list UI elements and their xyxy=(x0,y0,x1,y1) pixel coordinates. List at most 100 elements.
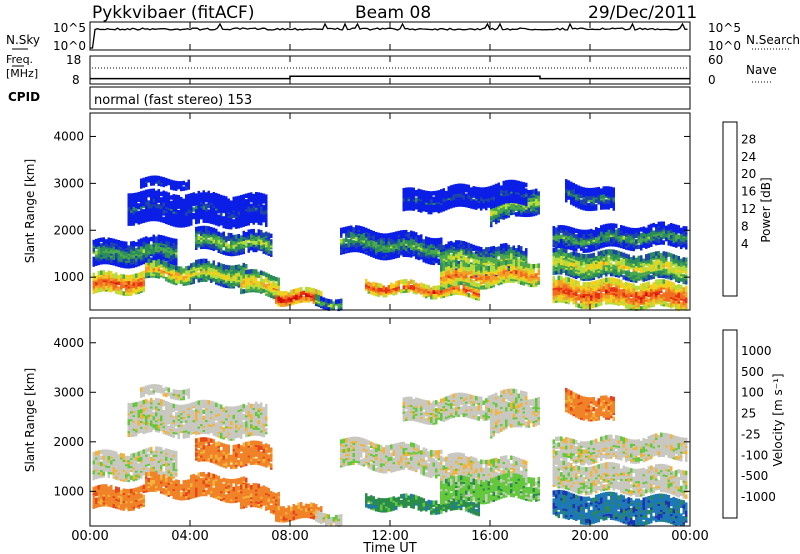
power-cell xyxy=(420,282,423,288)
power-cell xyxy=(92,239,95,245)
power-cell xyxy=(467,184,470,190)
power-cell xyxy=(505,208,508,213)
power-cell xyxy=(205,192,208,197)
power-cell xyxy=(345,243,348,248)
power-cell xyxy=(175,271,178,276)
power-cell xyxy=(297,287,300,293)
power-cell xyxy=(227,244,230,249)
power-cell xyxy=(185,207,188,213)
power-cell xyxy=(480,187,483,192)
power-cell xyxy=(380,291,383,296)
power-cell xyxy=(400,241,403,247)
power-cell xyxy=(372,281,375,287)
power-cell xyxy=(560,296,563,301)
power-cell xyxy=(537,269,540,274)
power-cell xyxy=(470,249,473,254)
power-cell xyxy=(142,276,145,281)
power-cell xyxy=(432,196,435,202)
power-cell xyxy=(240,195,243,200)
power-cell xyxy=(455,288,458,294)
power-cell xyxy=(210,263,213,268)
power-cell xyxy=(252,234,255,239)
power-cell xyxy=(235,211,238,216)
power-cell xyxy=(430,260,433,265)
power-cell xyxy=(250,286,253,291)
power-cell xyxy=(150,258,153,263)
power-cell xyxy=(172,238,175,243)
power-cell xyxy=(442,197,445,203)
power-cell xyxy=(400,247,403,252)
power-cell xyxy=(427,191,430,196)
power-cell xyxy=(507,187,510,192)
power-cell xyxy=(270,233,273,239)
power-cell xyxy=(120,273,123,279)
power-cell xyxy=(127,210,130,215)
power-cell xyxy=(557,290,560,296)
power-cell xyxy=(202,242,205,248)
noise-left-label: N.Sky xyxy=(6,33,40,47)
power-cell xyxy=(372,240,375,245)
power-cell xyxy=(495,206,498,212)
power-cell xyxy=(357,242,360,247)
power-cell xyxy=(262,279,265,284)
power-cell xyxy=(662,292,665,297)
power-cell xyxy=(202,258,205,264)
power-cell xyxy=(277,290,280,296)
power-cell xyxy=(457,267,460,272)
power-cell xyxy=(252,228,255,234)
power-cell xyxy=(150,196,153,201)
power-cell xyxy=(652,281,655,287)
power-cell xyxy=(432,238,435,243)
power-cell xyxy=(475,245,478,251)
power-cell xyxy=(485,247,488,252)
power-cell xyxy=(495,183,498,189)
power-cell xyxy=(157,234,160,240)
power-cell xyxy=(257,192,260,197)
power-cell xyxy=(192,271,195,277)
power-cell xyxy=(155,247,158,253)
power-cell xyxy=(265,241,268,246)
power-cell xyxy=(100,270,103,275)
power-cell xyxy=(435,196,438,201)
power-cell xyxy=(280,296,283,302)
power-cell xyxy=(132,215,135,221)
power-cell xyxy=(375,282,378,287)
power-cell xyxy=(465,277,468,283)
power-cell xyxy=(445,244,448,249)
power-cell xyxy=(337,299,340,304)
power-cell xyxy=(157,179,160,185)
power-cell xyxy=(197,278,200,283)
power-cell xyxy=(445,284,448,289)
power-cell xyxy=(647,281,650,286)
power-cell xyxy=(592,281,595,286)
power-cell xyxy=(150,203,153,209)
power-cell xyxy=(415,282,418,288)
power-cell xyxy=(475,186,478,192)
power-cell xyxy=(447,269,450,275)
power-cell xyxy=(445,270,448,276)
power-cell xyxy=(157,242,160,247)
power-cell xyxy=(210,204,213,209)
power-cell xyxy=(535,194,538,199)
power-cell xyxy=(450,204,453,209)
power-cell xyxy=(405,246,408,252)
power-cell xyxy=(130,274,133,280)
power-cell xyxy=(265,209,268,214)
power-cell xyxy=(600,278,603,284)
power-cell xyxy=(180,279,183,285)
power-cell xyxy=(262,197,265,202)
power-cell xyxy=(605,288,608,294)
power-cell xyxy=(472,287,475,292)
power-cell xyxy=(442,283,445,288)
power-cell xyxy=(347,231,350,237)
power-cell xyxy=(152,255,155,260)
frequency-trace xyxy=(90,75,690,80)
power-cell xyxy=(207,230,210,235)
power-cell xyxy=(497,192,500,197)
power-cell xyxy=(307,287,310,292)
date-label: 29/Dec/2011 xyxy=(588,3,697,23)
power-cell xyxy=(215,228,218,234)
power-cell xyxy=(205,229,208,235)
power-cell xyxy=(142,199,145,205)
power-cell xyxy=(602,293,605,298)
